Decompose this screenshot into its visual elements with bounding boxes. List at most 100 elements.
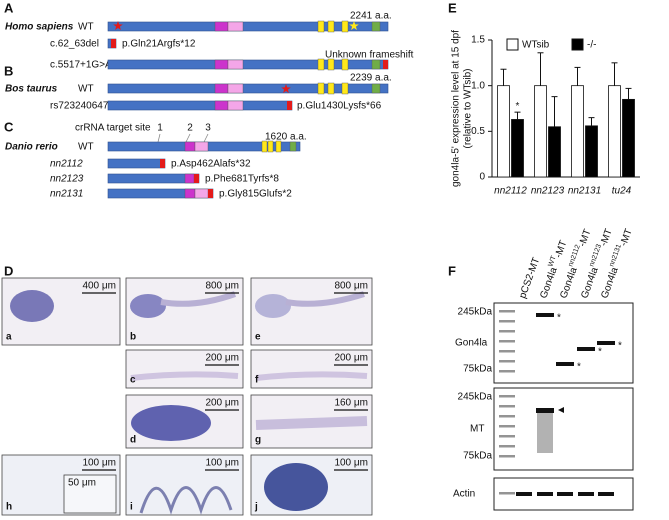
protein-domain bbox=[227, 59, 244, 70]
error-bar bbox=[500, 68, 507, 86]
ladder-band bbox=[499, 340, 515, 343]
protein-domain bbox=[341, 58, 349, 71]
bar bbox=[511, 119, 524, 178]
row-name: WT bbox=[78, 84, 94, 95]
ladder-band bbox=[499, 425, 515, 428]
band-mark: * bbox=[577, 362, 581, 373]
scale-label: 100 μm bbox=[205, 458, 239, 469]
panel-label: F bbox=[448, 263, 456, 278]
ladder-band bbox=[499, 350, 515, 353]
row-name: WT bbox=[78, 142, 94, 153]
band-mark: * bbox=[618, 341, 622, 352]
legend-swatch bbox=[571, 38, 584, 51]
protein-domain bbox=[317, 82, 325, 95]
image-label: b bbox=[130, 332, 136, 343]
bar bbox=[608, 85, 621, 178]
protein-domain bbox=[371, 59, 381, 70]
y-axis-label: (relative to WTsib) bbox=[463, 68, 474, 148]
truncation-end bbox=[287, 101, 292, 110]
marker-label: 245kDa bbox=[458, 392, 493, 403]
ladder-band bbox=[499, 415, 515, 418]
marker-label: 75kDa bbox=[463, 364, 492, 375]
micrograph bbox=[250, 277, 373, 346]
protein-domain bbox=[194, 188, 209, 199]
scale-label: 800 μm bbox=[205, 281, 239, 292]
row-name: WT bbox=[78, 22, 94, 33]
protein-domain bbox=[341, 82, 349, 95]
protein-domain bbox=[371, 83, 381, 94]
scale-label: 100 μm bbox=[82, 458, 116, 469]
panel-label: E bbox=[448, 0, 457, 15]
embryo bbox=[10, 290, 54, 322]
y-tick-label: 0 bbox=[479, 172, 485, 183]
band bbox=[598, 492, 614, 496]
truncation-end bbox=[160, 159, 165, 168]
x-tick-label: nn2131 bbox=[568, 186, 601, 197]
gut bbox=[255, 371, 368, 381]
protein-domain bbox=[327, 20, 335, 33]
protein-domain bbox=[184, 188, 196, 199]
image-label: a bbox=[6, 332, 12, 343]
error-bar bbox=[551, 96, 558, 127]
protein-domain bbox=[275, 140, 282, 153]
protein-domain bbox=[214, 83, 229, 94]
row-name: nn2131 bbox=[50, 189, 83, 200]
bar bbox=[534, 85, 547, 178]
image-label: c bbox=[130, 375, 136, 386]
band bbox=[536, 408, 554, 413]
error-bar bbox=[625, 87, 632, 100]
marker-label: 75kDa bbox=[463, 451, 492, 462]
truncation-end bbox=[194, 174, 199, 183]
scale-label: 200 μm bbox=[205, 353, 239, 364]
tail bbox=[255, 416, 368, 430]
band bbox=[537, 492, 553, 496]
protein-domain bbox=[194, 141, 209, 152]
image-label: i bbox=[130, 502, 133, 513]
ladder-band bbox=[499, 395, 515, 398]
mutation-star bbox=[281, 84, 291, 93]
larva-body bbox=[160, 291, 237, 307]
ladder-band bbox=[499, 320, 515, 323]
row-name: nn2123 bbox=[50, 174, 84, 185]
bar bbox=[571, 85, 584, 178]
ladder-band bbox=[499, 435, 515, 438]
band bbox=[577, 347, 595, 351]
panel-label: C bbox=[4, 119, 14, 134]
protein-bar bbox=[107, 21, 389, 32]
target-number: 2 bbox=[187, 123, 193, 134]
larva-head bbox=[130, 294, 166, 318]
head-dorsal bbox=[131, 405, 211, 441]
x-tick-label: tu24 bbox=[612, 186, 632, 197]
larva-body bbox=[285, 291, 365, 307]
protein-domain bbox=[261, 140, 268, 153]
band bbox=[557, 492, 573, 496]
protein-domain bbox=[327, 82, 335, 95]
inset bbox=[63, 474, 117, 514]
protein-domain bbox=[227, 83, 244, 94]
scale-label: 100 μm bbox=[334, 458, 368, 469]
y-tick-label: 0.5 bbox=[471, 126, 485, 137]
arrowhead bbox=[558, 407, 564, 413]
error-bar bbox=[588, 117, 595, 126]
y-tick-label: 1.0 bbox=[471, 80, 485, 91]
protein-domain bbox=[184, 141, 196, 152]
smear bbox=[537, 413, 553, 453]
row-name: rs723240647 bbox=[50, 101, 109, 112]
ladder-band bbox=[499, 492, 515, 495]
x-tick-label: nn2112 bbox=[494, 186, 527, 197]
truncation-end bbox=[383, 60, 388, 69]
truncation-end bbox=[208, 189, 213, 198]
image-label: g bbox=[255, 435, 261, 446]
species: Danio rerio bbox=[5, 142, 58, 153]
species: Bos taurus bbox=[5, 84, 58, 95]
target-line bbox=[185, 133, 191, 143]
band-mark: * bbox=[557, 313, 561, 324]
error-bar bbox=[537, 52, 544, 86]
protein-domain bbox=[227, 21, 244, 32]
image-label: h bbox=[6, 502, 12, 513]
scale-label: 200 μm bbox=[205, 398, 239, 409]
legend-swatch bbox=[506, 38, 519, 51]
image-label: d bbox=[130, 435, 136, 446]
image-label: j bbox=[254, 502, 258, 513]
